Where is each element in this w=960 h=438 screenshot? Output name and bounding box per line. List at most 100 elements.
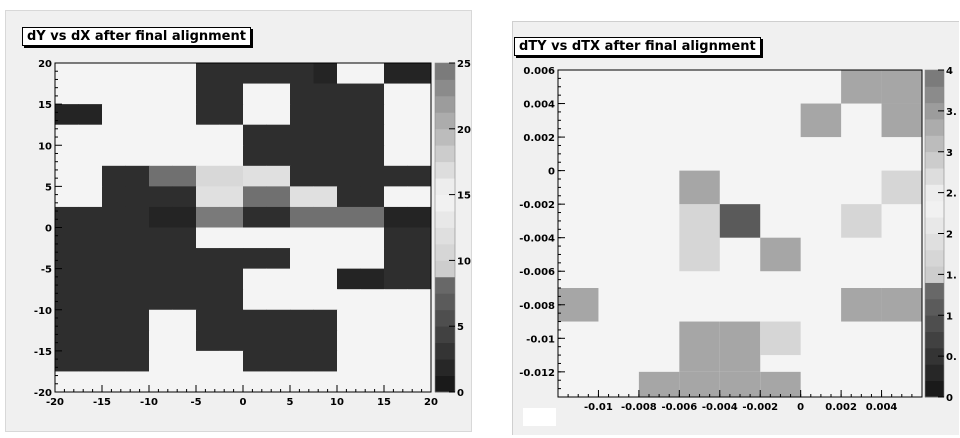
heatmap-cell bbox=[679, 321, 720, 372]
color-scale-segment bbox=[435, 309, 455, 327]
heatmap-cell bbox=[243, 268, 267, 290]
color-scale-segment bbox=[925, 217, 944, 234]
y-tick-label: 0 bbox=[45, 224, 52, 235]
heatmap-cell bbox=[125, 206, 150, 228]
heatmap-cell bbox=[243, 289, 267, 311]
heatmap-cell bbox=[760, 237, 801, 272]
heatmap-cell bbox=[841, 204, 882, 238]
heatmap-cell bbox=[384, 104, 408, 126]
y-tick-label: -10 bbox=[34, 306, 52, 317]
x-tick-label: 5 bbox=[287, 397, 294, 408]
heatmap-cell bbox=[384, 330, 408, 352]
color-scale-segment bbox=[925, 102, 944, 120]
color-scale-segment bbox=[925, 282, 944, 300]
z-tick-label: 20 bbox=[457, 125, 471, 136]
heatmap-cell bbox=[149, 330, 173, 352]
heatmap-cell bbox=[760, 321, 801, 356]
color-scale-segment bbox=[435, 276, 455, 294]
color-scale-segment bbox=[925, 347, 944, 365]
color-scale-segment bbox=[925, 298, 944, 316]
heatmap-cell bbox=[125, 268, 150, 290]
heatmap-cell bbox=[337, 145, 361, 167]
heatmap-cell bbox=[360, 104, 385, 126]
heatmap-cell bbox=[196, 124, 220, 146]
y-tick-label: 10 bbox=[38, 141, 52, 152]
x-tick-label: -0.008 bbox=[621, 402, 657, 413]
heatmap-cell bbox=[384, 206, 408, 228]
heatmap-cell bbox=[290, 124, 314, 146]
heatmap-cell bbox=[266, 330, 291, 352]
heatmap-cell bbox=[78, 83, 103, 105]
color-scale-segment bbox=[435, 342, 455, 360]
heatmap-cell bbox=[78, 289, 103, 311]
heatmap-cell bbox=[407, 206, 432, 228]
heatmap-cell bbox=[290, 371, 314, 393]
heatmap-cell bbox=[384, 227, 408, 249]
heatmap-cell bbox=[360, 268, 385, 290]
heatmap-cell bbox=[196, 63, 220, 84]
heatmap-cell bbox=[78, 309, 103, 331]
heatmap-cell bbox=[407, 309, 432, 331]
heatmap-cell bbox=[290, 289, 314, 311]
heatmap-cell bbox=[125, 289, 150, 311]
heatmap-cell bbox=[102, 371, 126, 393]
heatmap-cell bbox=[407, 268, 432, 290]
heatmap-cell bbox=[360, 165, 385, 187]
heatmap-cell bbox=[172, 350, 197, 372]
heatmap-cell bbox=[102, 165, 126, 187]
heatmap-cell bbox=[313, 63, 338, 84]
heatmap-cell bbox=[149, 227, 173, 249]
heatmap-cell bbox=[219, 165, 244, 187]
heatmap-cell bbox=[149, 309, 173, 331]
heatmap-cell bbox=[102, 289, 126, 311]
right-chart-title: dTY vs dTX after final alignment bbox=[514, 37, 761, 56]
x-tick-label: -10 bbox=[140, 397, 158, 408]
heatmap-cell bbox=[172, 371, 197, 393]
heatmap-cell bbox=[196, 83, 220, 105]
color-scale-segment bbox=[925, 266, 944, 283]
heatmap-cell bbox=[55, 330, 79, 352]
heatmap-cell bbox=[196, 227, 220, 249]
heatmap-cell bbox=[638, 371, 680, 397]
heatmap-cell bbox=[679, 204, 720, 272]
heatmap-cell bbox=[679, 170, 720, 205]
heatmap-cell bbox=[196, 186, 220, 208]
x-tick-label: 0.002 bbox=[825, 402, 857, 413]
heatmap-cell bbox=[55, 83, 79, 105]
color-scale-segment bbox=[435, 243, 455, 261]
heatmap-cell bbox=[384, 350, 408, 372]
color-scale-segment bbox=[925, 200, 944, 218]
heatmap-cell bbox=[384, 268, 408, 290]
heatmap-cell bbox=[196, 330, 220, 352]
heatmap-cell bbox=[266, 227, 291, 249]
color-scale-segment bbox=[435, 63, 455, 80]
y-tick-label: -0.012 bbox=[519, 368, 555, 379]
heatmap-cell bbox=[313, 206, 338, 228]
color-scale-segment bbox=[435, 359, 455, 376]
heatmap-cell bbox=[125, 248, 150, 270]
heatmap-cell bbox=[102, 124, 126, 146]
heatmap-cell bbox=[172, 206, 197, 228]
heatmap-cell bbox=[243, 145, 267, 167]
y-tick-label: 15 bbox=[38, 100, 52, 111]
y-tick-label: -20 bbox=[34, 388, 52, 399]
heatmap-cell bbox=[360, 371, 385, 393]
heatmap-cell bbox=[102, 350, 126, 372]
heatmap-cell bbox=[360, 186, 385, 208]
heatmap-cell bbox=[290, 83, 314, 105]
heatmap-cell bbox=[290, 248, 314, 270]
color-scale-segment bbox=[925, 380, 944, 398]
heatmap-cell bbox=[243, 165, 267, 187]
heatmap-cell bbox=[78, 330, 103, 352]
heatmap-cell bbox=[125, 309, 150, 331]
heatmap-cell bbox=[55, 104, 79, 126]
heatmap-cell bbox=[337, 124, 361, 146]
heatmap-cell bbox=[55, 350, 79, 372]
y-tick-label: -0.002 bbox=[519, 200, 555, 211]
heatmap-cell bbox=[384, 63, 408, 84]
heatmap-cell bbox=[243, 104, 267, 126]
heatmap-cell bbox=[290, 165, 314, 187]
color-scale-segment bbox=[925, 168, 944, 185]
z-tick-label: 0 bbox=[457, 388, 464, 399]
